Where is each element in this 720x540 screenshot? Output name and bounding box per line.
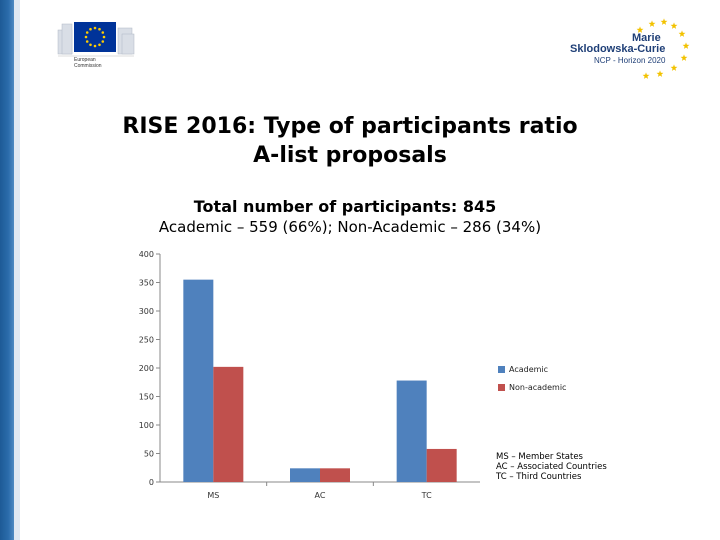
left-accent-stripe — [14, 0, 20, 540]
y-tick-label: 350 — [139, 279, 154, 288]
y-tick-label: 400 — [139, 250, 154, 259]
msc-logo-line1: Marie — [632, 32, 661, 44]
legend-swatch-academic — [498, 365, 505, 373]
bar-non-academic-ac — [320, 468, 350, 482]
abbreviation-notes: MS – Member States AC – Associated Count… — [496, 452, 607, 482]
legend-swatch-non-academic — [498, 383, 505, 391]
slide-title-line1: RISE 2016: Type of participants ratio — [122, 114, 578, 139]
y-tick-label: 150 — [139, 393, 154, 402]
note-ms: MS – Member States — [496, 452, 583, 462]
y-tick-label: 200 — [139, 364, 154, 373]
y-tick-label: 0 — [149, 478, 154, 487]
msc-stars-logo-icon — [636, 18, 690, 79]
subtitle-total: Total number of participants: 845 — [193, 197, 497, 216]
bar-chart: 0 50 100 150 200 250 300 350 400 MS AC TC — [139, 250, 480, 500]
legend-item-non-academic: Non-academic — [498, 378, 566, 396]
note-ac: AC – Associated Countries — [496, 462, 607, 472]
chart-legend: Academic Non-academic — [498, 360, 566, 396]
legend-label-non-academic: Non-academic — [509, 382, 567, 392]
bar-academic-ac — [290, 468, 320, 482]
y-tick-label: 50 — [144, 450, 154, 459]
y-tick-label: 100 — [139, 421, 154, 430]
y-tick-label: 250 — [139, 336, 154, 345]
x-tick-label: AC — [315, 491, 326, 500]
european-commission-logo-icon — [57, 22, 135, 57]
bar-academic-tc — [396, 380, 427, 482]
european-commission-text: European Commission — [74, 57, 102, 69]
msc-logo-line2: Sklodowska-Curie — [570, 43, 666, 55]
bar-academic-ms — [183, 279, 214, 482]
left-accent-bar — [0, 0, 14, 540]
msc-logo-line3: NCP - Horizon 2020 — [594, 56, 666, 65]
y-tick-label: 300 — [139, 307, 154, 316]
note-tc: TC – Third Countries — [496, 472, 582, 482]
subtitle-breakdown: Academic – 559 (66%); Non-Academic – 286… — [158, 218, 542, 236]
x-tick-label: MS — [207, 491, 219, 500]
bar-non-academic-ms — [213, 366, 244, 482]
legend-label-academic: Academic — [509, 364, 549, 374]
bar-non-academic-tc — [426, 448, 457, 482]
legend-item-academic: Academic — [498, 360, 566, 378]
chart-area: 0 50 100 150 200 250 300 350 400 MS AC TC — [108, 243, 620, 511]
slide-title-line2: A-list proposals — [253, 143, 447, 168]
x-tick-label: TC — [421, 491, 432, 500]
